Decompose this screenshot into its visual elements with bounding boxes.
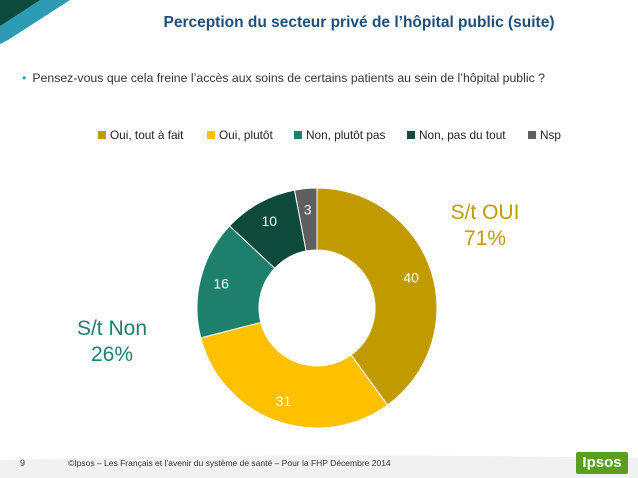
legend-swatch <box>207 131 215 139</box>
legend-label: Nsp <box>540 128 561 142</box>
data-label-nsp: 3 <box>304 201 312 217</box>
legend-label: Non, pas du tout <box>419 128 506 142</box>
legend-swatch <box>98 131 106 139</box>
annotation-oui-value: 71% <box>463 227 507 250</box>
data-label-oui-tout-a-fait: 40 <box>403 269 419 285</box>
chart-legend: Oui, tout à fait Oui, plutôt Non, plutôt… <box>0 128 638 144</box>
annotation-subtotal-oui: S/t OUI 71% <box>425 200 545 252</box>
legend-item-oui-tout-a-fait: Oui, tout à fait <box>98 128 183 142</box>
legend-label: Oui, tout à fait <box>110 128 184 142</box>
legend-item-non-pas-du-tout: Non, pas du tout <box>407 128 506 142</box>
donut-slice-oui-tout-a-fait <box>316 187 438 406</box>
annotation-non-label: S/t Non <box>76 317 148 340</box>
legend-item-nsp: Nsp <box>528 128 561 142</box>
page-title: Perception du secteur privé de l’hôpital… <box>163 14 555 31</box>
ipsos-logo: Ipsos <box>576 452 628 474</box>
data-label-non-pas-du-tout: 10 <box>262 213 278 229</box>
page-number: 9 <box>20 458 26 468</box>
data-label-oui-plutot: 31 <box>276 393 292 409</box>
legend-item-non-plutot-pas: Non, plutôt pas <box>294 128 385 142</box>
annotation-non-value: 26% <box>90 343 134 366</box>
footer-swoosh <box>0 455 638 478</box>
footer-decoration <box>0 455 638 478</box>
donut-slice-nsp <box>293 187 318 252</box>
legend-swatch <box>407 131 415 139</box>
question-text: Pensez-vous que cela freine l’accès aux … <box>32 71 545 85</box>
header-swoosh-dark <box>0 0 40 26</box>
annotation-oui-label: S/t OUI <box>450 201 520 224</box>
legend-swatch <box>528 131 536 139</box>
legend-label: Non, plutôt pas <box>306 128 386 142</box>
question-bullet: • <box>22 71 27 85</box>
legend-label: Oui, plutôt <box>219 128 273 142</box>
annotation-subtotal-non: S/t Non 26% <box>52 316 172 368</box>
legend-swatch <box>294 131 302 139</box>
donut-slice-oui-plutot <box>200 321 389 429</box>
header-decoration <box>0 0 70 44</box>
survey-question: • Pensez-vous que cela freine l’accès aux… <box>22 71 545 85</box>
legend-item-oui-plutot: Oui, plutôt <box>207 128 273 142</box>
footer-copyright: ©Ipsos – Les Français et l’avenir du sys… <box>68 458 391 468</box>
data-label-non-plutot-pas: 16 <box>213 275 229 291</box>
